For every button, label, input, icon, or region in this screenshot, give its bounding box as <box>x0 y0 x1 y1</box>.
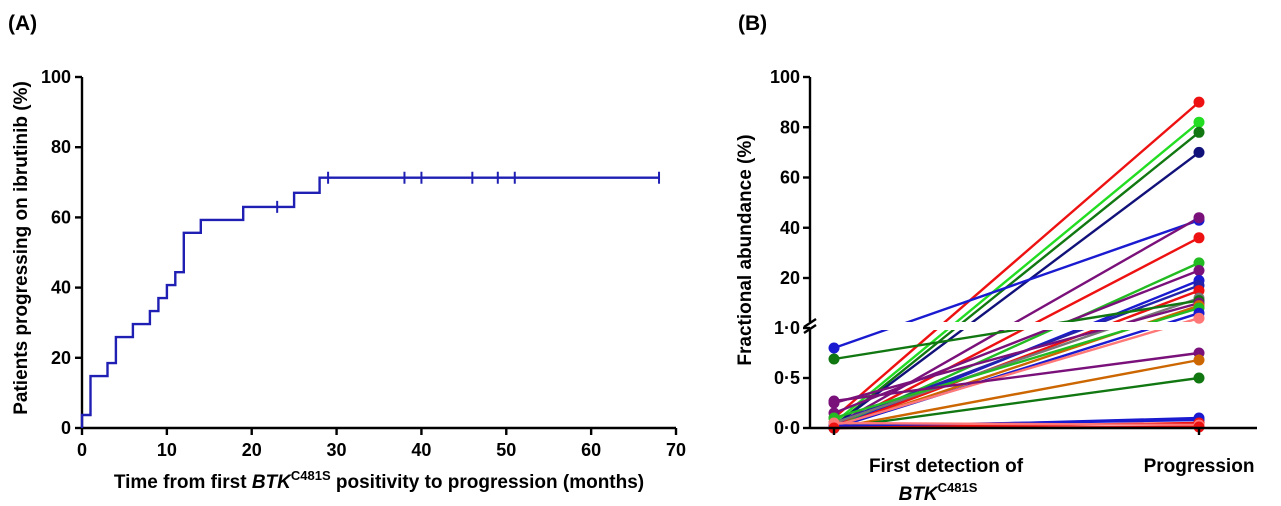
axis-break-mark <box>803 318 817 328</box>
y-tick-label: 0 <box>61 418 71 438</box>
y-tick-label: 40 <box>780 218 800 238</box>
point-progression <box>1193 232 1205 244</box>
point-progression <box>1193 312 1205 324</box>
series-line <box>833 236 1200 430</box>
point-progression <box>1193 372 1205 384</box>
panel-a-axes: 0 20 40 60 80 100 0 10 20 30 40 50 60 70 <box>41 67 686 460</box>
category-label-btk: BTKC481S <box>899 480 978 505</box>
x-tick-label: 10 <box>157 440 177 460</box>
point-first-detection <box>828 353 840 365</box>
y-tick-label: 80 <box>51 137 71 157</box>
x-tick-label: 0 <box>77 440 87 460</box>
point-progression <box>1193 212 1205 224</box>
y-tick-label: 0·5 <box>774 368 800 388</box>
panel-b: (B) Fractional abundance (%) 0·0 0·5 1·0 20… <box>735 12 1259 505</box>
point-progression <box>1193 126 1205 138</box>
y-tick-label: 60 <box>51 207 71 227</box>
series-line <box>833 358 1200 430</box>
y-tick-label: 80 <box>780 117 800 137</box>
series-line <box>833 269 1200 415</box>
series-line <box>833 101 1200 419</box>
series-line <box>833 317 1200 428</box>
x-title-superscript: C481S <box>291 468 331 483</box>
x-tick-label: 40 <box>411 440 431 460</box>
series-line <box>833 376 1200 430</box>
x-tick-label: 20 <box>242 440 262 460</box>
y-tick-label: 1·0 <box>774 318 800 338</box>
y-tick-label: 20 <box>780 268 800 288</box>
x-title-part-2: positivity to progression (months) <box>331 472 645 493</box>
point-progression <box>1193 257 1205 269</box>
point-first-detection <box>828 395 840 407</box>
point-progression <box>1193 146 1205 158</box>
panel-a-plot-area <box>80 171 661 428</box>
category-btk-prefix: BTK <box>899 484 939 505</box>
point-first-detection <box>828 342 840 354</box>
point-progression <box>1193 265 1205 276</box>
y-tick-label: 40 <box>51 278 71 298</box>
y-tick-label: 100 <box>41 67 71 87</box>
y-tick-label: 20 <box>51 348 71 368</box>
point-progression <box>1193 354 1205 366</box>
panel-a-label: (A) <box>8 12 37 35</box>
panel-a-y-axis-title: Patients progressing on ibrutinib (%) <box>11 81 32 415</box>
series-line <box>833 216 1200 428</box>
panel-a: (A) Patients progressing on ibrutinib (%… <box>8 12 686 493</box>
category-label-progression: Progression <box>1144 456 1255 477</box>
x-tick-label: 30 <box>327 440 347 460</box>
x-tick-label: 60 <box>581 440 601 460</box>
panel-b-plot-area <box>812 96 1259 434</box>
point-progression <box>1193 96 1205 108</box>
series-line <box>833 301 1200 405</box>
x-title-part-1: Time from first <box>114 472 252 493</box>
y-tick-label: 100 <box>770 67 800 87</box>
series-line <box>833 351 1200 403</box>
series-line <box>833 131 1200 427</box>
panel-a-x-axis-title: Time from first BTKC481S positivity to p… <box>114 468 644 493</box>
series-line <box>833 151 1200 427</box>
panel-b-label: (B) <box>738 12 767 35</box>
x-tick-label: 70 <box>666 440 686 460</box>
category-label-first-detection: First detection of <box>869 456 1024 477</box>
x-title-btk: BTK <box>252 472 292 493</box>
y-tick-label: 0·0 <box>774 418 800 438</box>
point-progression <box>1193 116 1205 128</box>
series-line <box>833 121 1200 424</box>
axis-break-gap <box>812 322 1259 330</box>
panel-b-axes: 0·0 0·5 1·0 20 40 60 80 100 <box>770 67 1257 438</box>
km-step-curve <box>80 176 659 428</box>
x-tick-label: 50 <box>496 440 516 460</box>
category-btk-superscript: C481S <box>938 480 978 495</box>
panel-b-y-axis-title: Fractional abundance (%) <box>735 134 756 365</box>
y-tick-label: 60 <box>780 168 800 188</box>
series-line <box>833 421 1200 427</box>
